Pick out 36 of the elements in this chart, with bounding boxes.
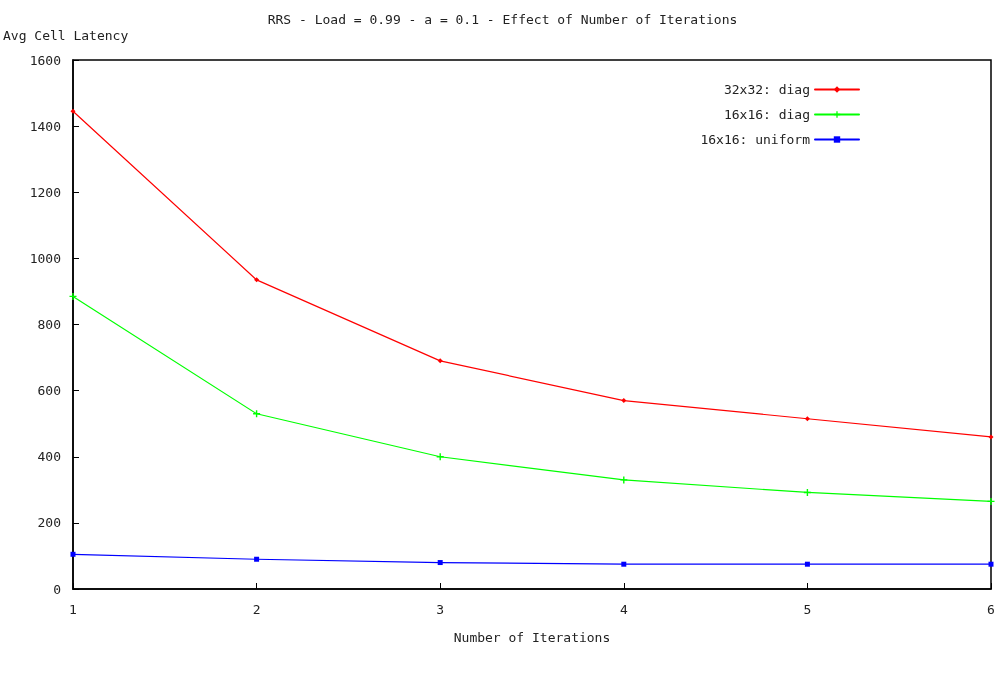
- point: [70, 551, 76, 557]
- point: [437, 358, 443, 364]
- y-tick-label: 1600: [29, 52, 61, 68]
- point: [621, 398, 627, 404]
- point: [620, 476, 628, 484]
- y-tick-label: 1200: [29, 184, 61, 200]
- x-tick-label: 4: [619, 602, 628, 617]
- y-tick-label: 1400: [29, 118, 61, 134]
- y-tick-label: 0: [53, 581, 61, 597]
- x-tick-label: 6: [987, 602, 995, 617]
- x-tick-label: 3: [436, 602, 445, 617]
- point: [69, 292, 77, 300]
- y-tick-label: 200: [37, 515, 61, 531]
- chart-title: RRS - Load = 0.99 - a = 0.1 - Effect of Number of Iterations: [267, 12, 738, 27]
- y-tick-label: 400: [37, 449, 61, 465]
- y-tick-label: 800: [37, 317, 61, 332]
- y-tick-label: 600: [37, 383, 61, 399]
- legend-label: 16x16: uniform: [700, 132, 811, 147]
- x-tick-label: 5: [803, 602, 812, 617]
- y-axis-title: Avg Cell Latency: [3, 28, 129, 43]
- point: [437, 560, 443, 566]
- point: [804, 561, 810, 567]
- point: [70, 108, 76, 114]
- point: [621, 561, 627, 567]
- x-tick-label: 1: [69, 602, 77, 617]
- point: [254, 556, 260, 562]
- point: [254, 277, 260, 283]
- legend-label: 16x16: diag: [723, 107, 810, 122]
- y-tick-label: 1000: [29, 250, 61, 266]
- point: [988, 561, 994, 567]
- x-tick-label: 2: [252, 602, 261, 617]
- x-axis-title: Number of Iterations: [453, 630, 611, 645]
- legend-label: 32x32: diag: [723, 82, 810, 97]
- point: [804, 416, 810, 422]
- point: [987, 497, 995, 505]
- point: [988, 434, 994, 440]
